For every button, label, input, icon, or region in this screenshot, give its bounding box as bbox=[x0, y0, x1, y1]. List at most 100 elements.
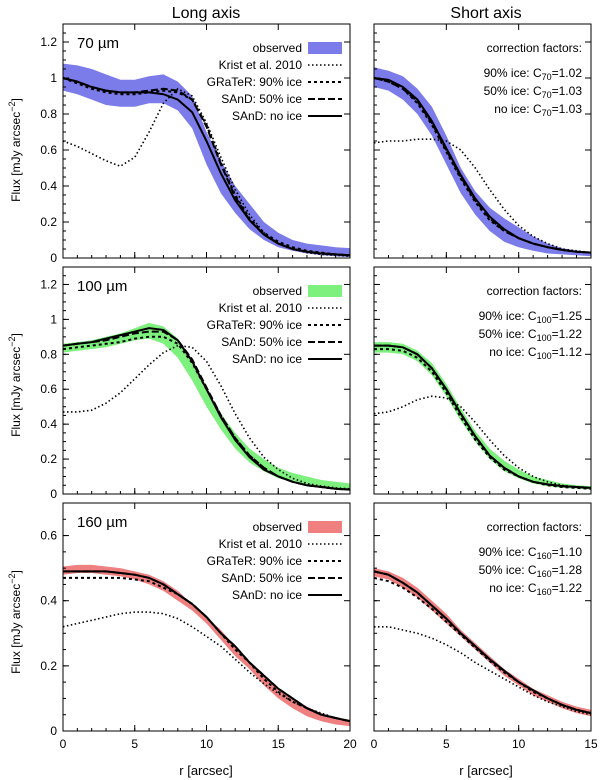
series-line-sandno bbox=[62, 327, 351, 491]
y-tick-label: 0.6 bbox=[40, 529, 57, 543]
correction-factor: 50% ice: C70=1.03 bbox=[484, 84, 583, 100]
y-tick-label: 0.8 bbox=[40, 107, 57, 121]
x-tick-label: 5 bbox=[131, 737, 138, 751]
legend-label: SAnD: 50% ice bbox=[221, 335, 302, 349]
plot-frame bbox=[62, 266, 351, 495]
panel-short-axis-70: correction factors: 90% ice: C70=1.02 50% … bbox=[373, 23, 592, 259]
correction-factor: 90% ice: C70=1.02 bbox=[484, 66, 583, 82]
correction-factor: no ice: C160=1.22 bbox=[489, 581, 582, 597]
series-line-krist bbox=[373, 138, 592, 254]
correction-heading: correction factors: bbox=[487, 520, 582, 534]
panel-short-axis-160: 0 5 10 15 correction factors: 90% ice: C160=1… bbox=[371, 502, 598, 751]
legend-label: GRaTeR: 90% ice bbox=[207, 554, 303, 568]
y-tick-label: 1 bbox=[50, 312, 57, 326]
y-tick-label: 1.2 bbox=[40, 35, 57, 49]
x-tick-label: 10 bbox=[200, 737, 214, 751]
legend-label: SAnD: 50% ice bbox=[221, 571, 302, 585]
observed-band bbox=[63, 322, 350, 491]
legend-label: Krist et al. 2010 bbox=[219, 301, 303, 315]
legend-swatch-observed bbox=[308, 42, 342, 54]
y-axis-label-70: Flux [mJy arcsec−2] bbox=[7, 98, 23, 202]
correction-factor: 90% ice: C160=1.10 bbox=[479, 545, 583, 561]
y-tick-label: 0.6 bbox=[40, 143, 57, 157]
legend-label: observed bbox=[253, 284, 302, 298]
y-tick-label: 0 bbox=[50, 487, 57, 501]
legend-label: GRaTeR: 90% ice bbox=[207, 75, 303, 89]
correction-factor: 50% ice: C100=1.22 bbox=[479, 327, 583, 343]
series-line-sandno bbox=[373, 77, 592, 254]
y-axis-label-100: Flux [mJy arcsec−2] bbox=[7, 333, 23, 437]
y-tick-label: 0.2 bbox=[40, 215, 57, 229]
panel-long-axis-100: 0 0.2 0.4 0.6 0.8 1 1.2 100 µm observed Krist et … bbox=[40, 266, 351, 501]
series-line-sand50 bbox=[374, 344, 592, 489]
observed-band bbox=[374, 342, 591, 490]
y-axis-label-160: Flux [mJy arcsec−2] bbox=[7, 570, 23, 674]
y-tick-label: 0.8 bbox=[40, 347, 57, 361]
observed-band bbox=[63, 564, 350, 727]
y-tick-label: 0.4 bbox=[40, 179, 57, 193]
series-line-krist bbox=[62, 611, 351, 722]
series-line-grater bbox=[374, 348, 592, 490]
series-line-krist bbox=[374, 626, 592, 716]
legend-label: observed bbox=[253, 41, 302, 55]
legend-label: SAnD: 50% ice bbox=[221, 92, 302, 106]
correction-factor: 50% ice: C160=1.28 bbox=[479, 563, 583, 579]
plot-frame bbox=[373, 502, 592, 732]
series-line-sand50 bbox=[63, 570, 351, 723]
series-line-krist bbox=[373, 395, 592, 489]
series-line-sandno bbox=[373, 570, 592, 715]
correction-factor: no ice: C70=1.03 bbox=[494, 102, 582, 118]
y-tick-label: 0.2 bbox=[40, 452, 57, 466]
y-tick-label: 0.4 bbox=[40, 594, 57, 608]
legend-label: SAnD: no ice bbox=[232, 588, 302, 602]
column-title-short: Short axis bbox=[450, 5, 521, 22]
series-line-sandno bbox=[374, 344, 592, 489]
y-tick-label: 0.4 bbox=[40, 417, 57, 431]
series-line-krist bbox=[62, 87, 351, 257]
legend-label: SAnD: no ice bbox=[232, 352, 302, 366]
y-tick-label: 0.2 bbox=[40, 659, 57, 673]
legend-swatch-observed bbox=[308, 285, 342, 297]
correction-heading: correction factors: bbox=[487, 41, 582, 55]
legend-label: GRaTeR: 90% ice bbox=[207, 318, 303, 332]
band-label: 70 µm bbox=[77, 35, 119, 52]
plot-frame bbox=[373, 266, 592, 495]
panel-long-axis-160: 0 5 10 15 20 0 0.2 0.4 0.6 160 µm observed Krist et… bbox=[40, 502, 357, 751]
legend-label: Krist et al. 2010 bbox=[219, 58, 303, 72]
series-line-sandno bbox=[63, 570, 351, 723]
observed-band bbox=[63, 63, 350, 258]
x-tick-label: 15 bbox=[584, 737, 598, 751]
x-tick-label: 0 bbox=[371, 737, 378, 751]
y-tick-label: 1 bbox=[50, 71, 57, 85]
legend-label: Krist et al. 2010 bbox=[219, 537, 303, 551]
series-line-grater bbox=[373, 576, 592, 715]
x-axis-label-long: r [arcsec] bbox=[179, 763, 232, 778]
y-tick-label: 0.6 bbox=[40, 382, 57, 396]
x-tick-label: 15 bbox=[272, 737, 286, 751]
correction-heading: correction factors: bbox=[487, 284, 582, 298]
y-tick-label: 0 bbox=[50, 251, 57, 265]
x-tick-label: 0 bbox=[60, 737, 67, 751]
x-tick-label: 10 bbox=[512, 737, 526, 751]
legend-label: SAnD: no ice bbox=[232, 109, 302, 123]
panel-short-axis-100: correction factors: 90% ice: C100=1.25 50%… bbox=[373, 266, 592, 495]
column-title-long: Long axis bbox=[172, 5, 241, 22]
band-label: 160 µm bbox=[77, 514, 127, 531]
series-line-grater bbox=[62, 335, 351, 491]
x-tick-label: 20 bbox=[343, 737, 357, 751]
legend-swatch-observed bbox=[308, 521, 342, 533]
x-axis-label-short: r [arcsec] bbox=[459, 763, 512, 778]
legend-label: observed bbox=[253, 520, 302, 534]
band-label: 100 µm bbox=[77, 278, 127, 295]
correction-factor: 90% ice: C100=1.25 bbox=[479, 309, 583, 325]
series-line-grater bbox=[63, 576, 351, 723]
correction-factor: no ice: C100=1.12 bbox=[489, 345, 582, 361]
series-line-sand50 bbox=[62, 330, 351, 491]
panel-long-axis-70: 0 0.2 0.4 0.6 0.8 1 1.2 70 µm observed Krist et a… bbox=[40, 23, 351, 265]
series-line-sandno bbox=[62, 77, 351, 257]
series-line-krist bbox=[63, 344, 351, 490]
y-tick-label: 0 bbox=[50, 724, 57, 738]
y-tick-label: 1.2 bbox=[40, 277, 57, 291]
x-tick-label: 5 bbox=[443, 737, 450, 751]
